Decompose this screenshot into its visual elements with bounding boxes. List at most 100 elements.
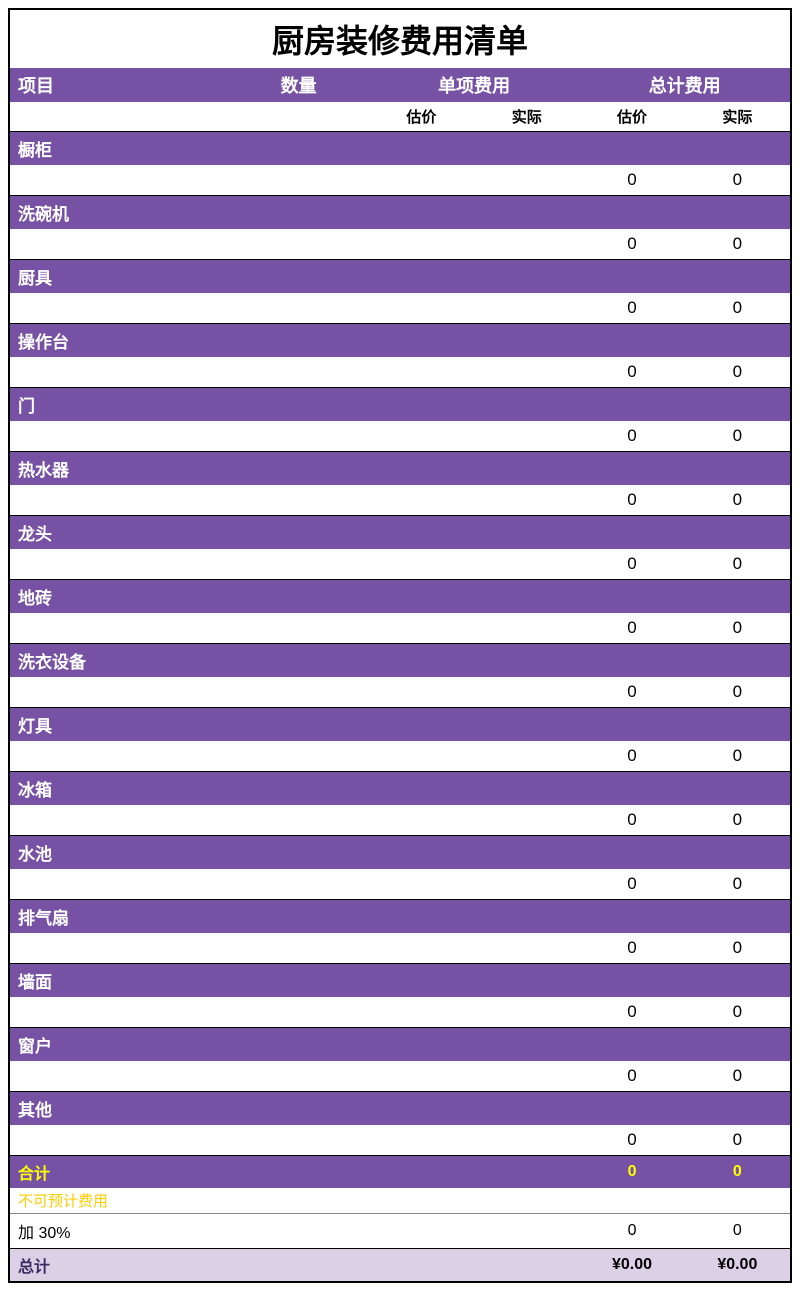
header-unit-est: 估价 xyxy=(369,102,474,132)
item-name: 洗碗机 xyxy=(10,196,790,230)
item-row: 橱柜 xyxy=(10,132,790,166)
header-qty: 数量 xyxy=(228,68,368,102)
item-total-est: 0 xyxy=(579,741,684,772)
item-row: 厨具 xyxy=(10,260,790,294)
item-total-act: 0 xyxy=(685,677,790,708)
item-total-est: 0 xyxy=(579,421,684,452)
item-data-row: 00 xyxy=(10,293,790,324)
item-total-act: 0 xyxy=(685,613,790,644)
item-name: 地砖 xyxy=(10,580,790,614)
item-data-row: 00 xyxy=(10,229,790,260)
item-row: 灯具 xyxy=(10,708,790,742)
item-total-act: 0 xyxy=(685,1125,790,1156)
item-name: 厨具 xyxy=(10,260,790,294)
item-total-act: 0 xyxy=(685,1061,790,1092)
item-data-row: 00 xyxy=(10,613,790,644)
item-total-act: 0 xyxy=(685,741,790,772)
item-row: 水池 xyxy=(10,836,790,870)
item-row: 其他 xyxy=(10,1092,790,1126)
header-total-est: 估价 xyxy=(579,102,684,132)
item-data-row: 00 xyxy=(10,357,790,388)
item-row: 地砖 xyxy=(10,580,790,614)
item-total-act: 0 xyxy=(685,229,790,260)
item-data-row: 00 xyxy=(10,485,790,516)
item-total-est: 0 xyxy=(579,549,684,580)
budget-sheet: 厨房装修费用清单 项目 数量 单项费用 总计费用 估价 实际 估价 实际 橱柜0… xyxy=(8,8,792,1283)
item-total-est: 0 xyxy=(579,165,684,196)
item-row: 窗户 xyxy=(10,1028,790,1062)
item-data-row: 00 xyxy=(10,869,790,900)
item-total-act: 0 xyxy=(685,805,790,836)
item-row: 冰箱 xyxy=(10,772,790,806)
contingency-est: 0 xyxy=(579,1214,684,1249)
subtotal-act: 0 xyxy=(685,1156,790,1189)
item-name: 热水器 xyxy=(10,452,790,486)
total-act: ¥0.00 xyxy=(685,1249,790,1282)
item-row: 操作台 xyxy=(10,324,790,358)
item-total-est: 0 xyxy=(579,677,684,708)
contingency-label-row: 不可预计费用 xyxy=(10,1188,790,1214)
item-name: 龙头 xyxy=(10,516,790,550)
item-data-row: 00 xyxy=(10,805,790,836)
header-unit-cost: 单项费用 xyxy=(369,68,580,102)
item-total-act: 0 xyxy=(685,933,790,964)
item-name: 操作台 xyxy=(10,324,790,358)
item-data-row: 00 xyxy=(10,677,790,708)
item-name: 其他 xyxy=(10,1092,790,1126)
item-total-act: 0 xyxy=(685,549,790,580)
item-data-row: 00 xyxy=(10,997,790,1028)
item-row: 门 xyxy=(10,388,790,422)
total-est: ¥0.00 xyxy=(579,1249,684,1282)
item-row: 洗衣设备 xyxy=(10,644,790,678)
header-row-1: 项目 数量 单项费用 总计费用 xyxy=(10,68,790,102)
contingency-act: 0 xyxy=(685,1214,790,1249)
item-name: 排气扇 xyxy=(10,900,790,934)
contingency-label: 不可预计费用 xyxy=(10,1188,790,1214)
item-total-act: 0 xyxy=(685,997,790,1028)
item-total-est: 0 xyxy=(579,869,684,900)
contingency-row: 加 30% 0 0 xyxy=(10,1214,790,1249)
item-row: 热水器 xyxy=(10,452,790,486)
item-name: 洗衣设备 xyxy=(10,644,790,678)
subtotal-row: 合计 0 0 xyxy=(10,1156,790,1189)
item-row: 排气扇 xyxy=(10,900,790,934)
item-total-act: 0 xyxy=(685,485,790,516)
item-total-est: 0 xyxy=(579,229,684,260)
page-title: 厨房装修费用清单 xyxy=(10,10,790,68)
total-label: 总计 xyxy=(10,1249,579,1282)
item-total-est: 0 xyxy=(579,357,684,388)
item-data-row: 00 xyxy=(10,741,790,772)
item-data-row: 00 xyxy=(10,421,790,452)
item-total-est: 0 xyxy=(579,933,684,964)
item-data-row: 00 xyxy=(10,1125,790,1156)
subtotal-label: 合计 xyxy=(10,1156,579,1189)
subtotal-est: 0 xyxy=(579,1156,684,1189)
item-name: 窗户 xyxy=(10,1028,790,1062)
item-row: 墙面 xyxy=(10,964,790,998)
item-total-est: 0 xyxy=(579,485,684,516)
item-total-est: 0 xyxy=(579,293,684,324)
item-total-act: 0 xyxy=(685,293,790,324)
item-total-est: 0 xyxy=(579,997,684,1028)
total-row: 总计 ¥0.00 ¥0.00 xyxy=(10,1249,790,1282)
item-name: 冰箱 xyxy=(10,772,790,806)
item-name: 水池 xyxy=(10,836,790,870)
item-total-act: 0 xyxy=(685,869,790,900)
item-total-act: 0 xyxy=(685,357,790,388)
item-total-act: 0 xyxy=(685,165,790,196)
header-total-act: 实际 xyxy=(685,102,790,132)
item-total-est: 0 xyxy=(579,805,684,836)
budget-table: 项目 数量 单项费用 总计费用 估价 实际 估价 实际 橱柜00洗碗机00厨具0… xyxy=(10,68,790,1281)
header-unit-act: 实际 xyxy=(474,102,579,132)
item-total-est: 0 xyxy=(579,1061,684,1092)
item-row: 洗碗机 xyxy=(10,196,790,230)
item-data-row: 00 xyxy=(10,549,790,580)
item-data-row: 00 xyxy=(10,1061,790,1092)
item-total-act: 0 xyxy=(685,421,790,452)
contingency-line: 加 30% xyxy=(10,1214,579,1249)
item-name: 灯具 xyxy=(10,708,790,742)
item-name: 墙面 xyxy=(10,964,790,998)
item-name: 橱柜 xyxy=(10,132,790,166)
item-name: 门 xyxy=(10,388,790,422)
header-row-2: 估价 实际 估价 实际 xyxy=(10,102,790,132)
